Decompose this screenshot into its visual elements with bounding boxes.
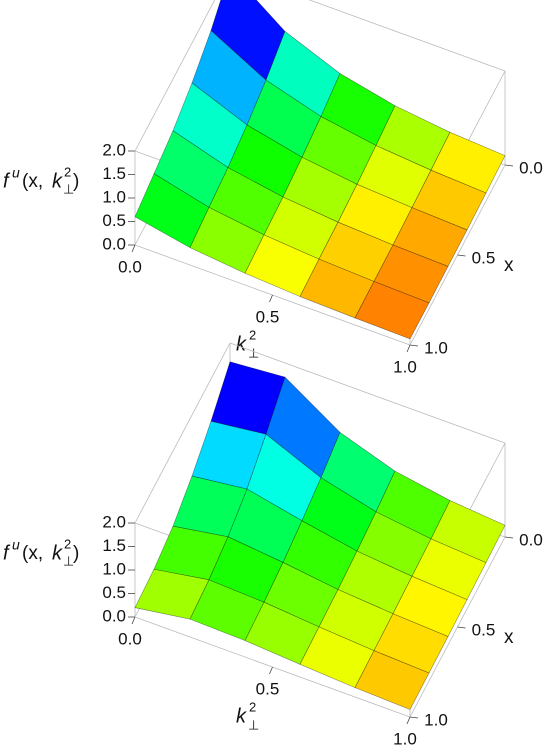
y-tick bbox=[504, 536, 514, 539]
y-tick-label: 0.0 bbox=[519, 158, 543, 177]
z-tick-label: 0.5 bbox=[102, 211, 126, 230]
z-tick-label: 1.5 bbox=[102, 536, 126, 555]
x-tick-label: 1.0 bbox=[393, 357, 417, 376]
z-label: f bbox=[3, 170, 11, 192]
y-tick-label: 0.0 bbox=[519, 530, 543, 549]
x-tick bbox=[131, 244, 136, 253]
z-label: u bbox=[12, 165, 20, 181]
z-label: (x, bbox=[22, 543, 43, 564]
x-tick-label: 0.5 bbox=[256, 307, 280, 326]
z-label: ) bbox=[73, 171, 79, 192]
y-tick bbox=[457, 254, 466, 257]
y-tick-label: 1.0 bbox=[424, 338, 448, 357]
y-tick bbox=[457, 626, 466, 629]
x-tick bbox=[269, 294, 273, 303]
z-label: u bbox=[12, 537, 20, 553]
z-label: ) bbox=[73, 543, 79, 564]
surface-patch bbox=[354, 650, 430, 710]
y-tick-label: 1.0 bbox=[424, 710, 448, 729]
x-tick bbox=[406, 716, 411, 725]
z-tick-label: 2.0 bbox=[102, 140, 126, 159]
x-tick-label: 0.5 bbox=[256, 679, 280, 698]
x-tick-label: 1.0 bbox=[393, 729, 417, 748]
x-tick-label: 0.0 bbox=[118, 257, 142, 276]
surface-patch bbox=[354, 281, 430, 340]
x-label: k bbox=[236, 705, 247, 727]
box-edge bbox=[134, 342, 231, 524]
y-tick bbox=[409, 716, 419, 719]
z-label: 2 bbox=[64, 536, 71, 551]
z-tick-label: 0.0 bbox=[102, 606, 126, 625]
z-tick-label: 1.0 bbox=[102, 187, 126, 206]
z-tick-label: 2.0 bbox=[102, 512, 126, 531]
z-label: ⊥ bbox=[63, 181, 74, 196]
x-tick bbox=[406, 344, 411, 353]
x-label: ⊥ bbox=[248, 717, 259, 732]
x-label: ⊥ bbox=[248, 345, 259, 360]
z-label: ⊥ bbox=[63, 553, 74, 568]
y-tick bbox=[504, 164, 514, 167]
y-tick bbox=[409, 344, 419, 347]
box-edge bbox=[229, 342, 506, 444]
x-label: k bbox=[236, 333, 247, 355]
x-tick bbox=[269, 666, 273, 675]
y-tick-label: 0.5 bbox=[472, 248, 496, 267]
box-edge bbox=[308, 0, 506, 72]
z-label: (x, bbox=[22, 171, 43, 192]
x-tick bbox=[131, 616, 136, 625]
x-label: 2 bbox=[249, 699, 256, 714]
x-label: 2 bbox=[249, 327, 256, 342]
z-tick-label: 1.5 bbox=[102, 164, 126, 183]
z-label: k bbox=[52, 542, 63, 564]
z-tick-label: 1.0 bbox=[102, 559, 126, 578]
z-label: f bbox=[3, 542, 11, 564]
x-tick-label: 0.0 bbox=[118, 629, 142, 648]
box-edge bbox=[134, 0, 216, 152]
y-tick-label: 0.5 bbox=[472, 620, 496, 639]
z-tick-label: 0.0 bbox=[102, 234, 126, 253]
z-tick-label: 0.5 bbox=[102, 583, 126, 602]
y-label: x bbox=[504, 627, 514, 648]
z-label: k bbox=[52, 170, 63, 192]
z-label: 2 bbox=[64, 164, 71, 179]
y-label: x bbox=[504, 255, 514, 276]
